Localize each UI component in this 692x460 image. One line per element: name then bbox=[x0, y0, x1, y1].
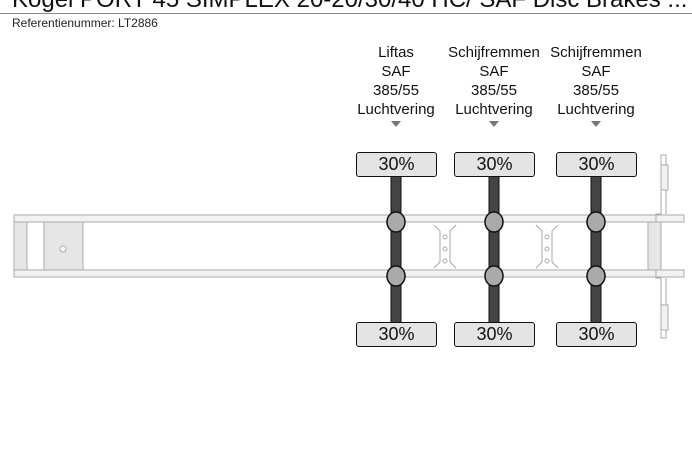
tire-load: 30% bbox=[454, 322, 535, 347]
axle-bar bbox=[590, 175, 602, 324]
axle-suspension: Luchtvering bbox=[357, 101, 435, 118]
axle-joint bbox=[386, 211, 406, 233]
axle-joint bbox=[484, 265, 504, 287]
axle-joint bbox=[484, 211, 504, 233]
frame-rear-end bbox=[647, 221, 662, 271]
axle-type: Liftas bbox=[378, 44, 414, 61]
frame-rail-top bbox=[13, 214, 685, 223]
cross-member bbox=[535, 224, 559, 269]
axle-brand: SAF bbox=[479, 63, 509, 80]
tire-load: 30% bbox=[556, 152, 637, 177]
axle-suspension: Luchtvering bbox=[557, 101, 635, 118]
divider bbox=[0, 13, 692, 14]
axle-bar bbox=[488, 175, 500, 324]
frame-front-end bbox=[13, 221, 28, 271]
axle-type: Schijfremmen bbox=[550, 44, 642, 61]
tire-load: 30% bbox=[356, 152, 437, 177]
kingpin-icon bbox=[59, 245, 67, 253]
arrow-down-icon bbox=[391, 121, 401, 127]
axle-tire: 385/55 bbox=[573, 82, 619, 99]
tire-load: 30% bbox=[454, 152, 535, 177]
axle-label: Schijfremmen SAF 385/55 Luchtvering bbox=[541, 43, 651, 119]
frame-rail-bottom bbox=[13, 269, 685, 278]
axle-brand: SAF bbox=[381, 63, 411, 80]
arrow-down-icon bbox=[489, 121, 499, 127]
rear-light-top bbox=[660, 164, 669, 191]
axle-label: Liftas SAF 385/55 Luchtvering bbox=[341, 43, 451, 119]
axle-brand: SAF bbox=[581, 63, 611, 80]
axle-tire: 385/55 bbox=[471, 82, 517, 99]
tire-load: 30% bbox=[556, 322, 637, 347]
axle-suspension: Luchtvering bbox=[455, 101, 533, 118]
page-title: Kogel PORT 45 SIMPLEX 20-20/30/40 HC/ SA… bbox=[12, 0, 687, 14]
axle-bar bbox=[390, 175, 402, 324]
axle-joint bbox=[386, 265, 406, 287]
arrow-down-icon bbox=[591, 121, 601, 127]
axle-joint bbox=[586, 211, 606, 233]
rear-light-bottom bbox=[660, 304, 669, 331]
tire-load: 30% bbox=[356, 322, 437, 347]
cross-member bbox=[433, 224, 457, 269]
reference-number: Referentienummer: LT2886 bbox=[12, 16, 158, 30]
axle-joint bbox=[586, 265, 606, 287]
axle-label: Schijfremmen SAF 385/55 Luchtvering bbox=[439, 43, 549, 119]
axle-tire: 385/55 bbox=[373, 82, 419, 99]
axle-type: Schijfremmen bbox=[448, 44, 540, 61]
